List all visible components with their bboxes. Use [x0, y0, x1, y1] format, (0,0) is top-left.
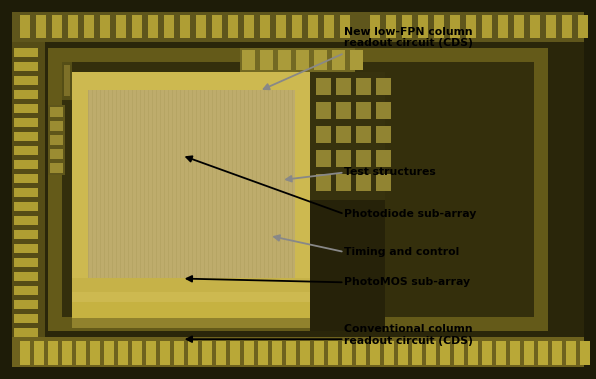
Text: Test structures: Test structures	[344, 168, 436, 177]
Text: Photodiode sub-array: Photodiode sub-array	[344, 209, 477, 219]
Text: PhotoMOS sub-array: PhotoMOS sub-array	[344, 277, 471, 287]
Text: New low-FPN column
readout circuit (CDS): New low-FPN column readout circuit (CDS)	[344, 27, 473, 48]
Text: Conventional column
readout circuit (CDS): Conventional column readout circuit (CDS…	[344, 324, 473, 346]
Text: Timing and control: Timing and control	[344, 247, 460, 257]
